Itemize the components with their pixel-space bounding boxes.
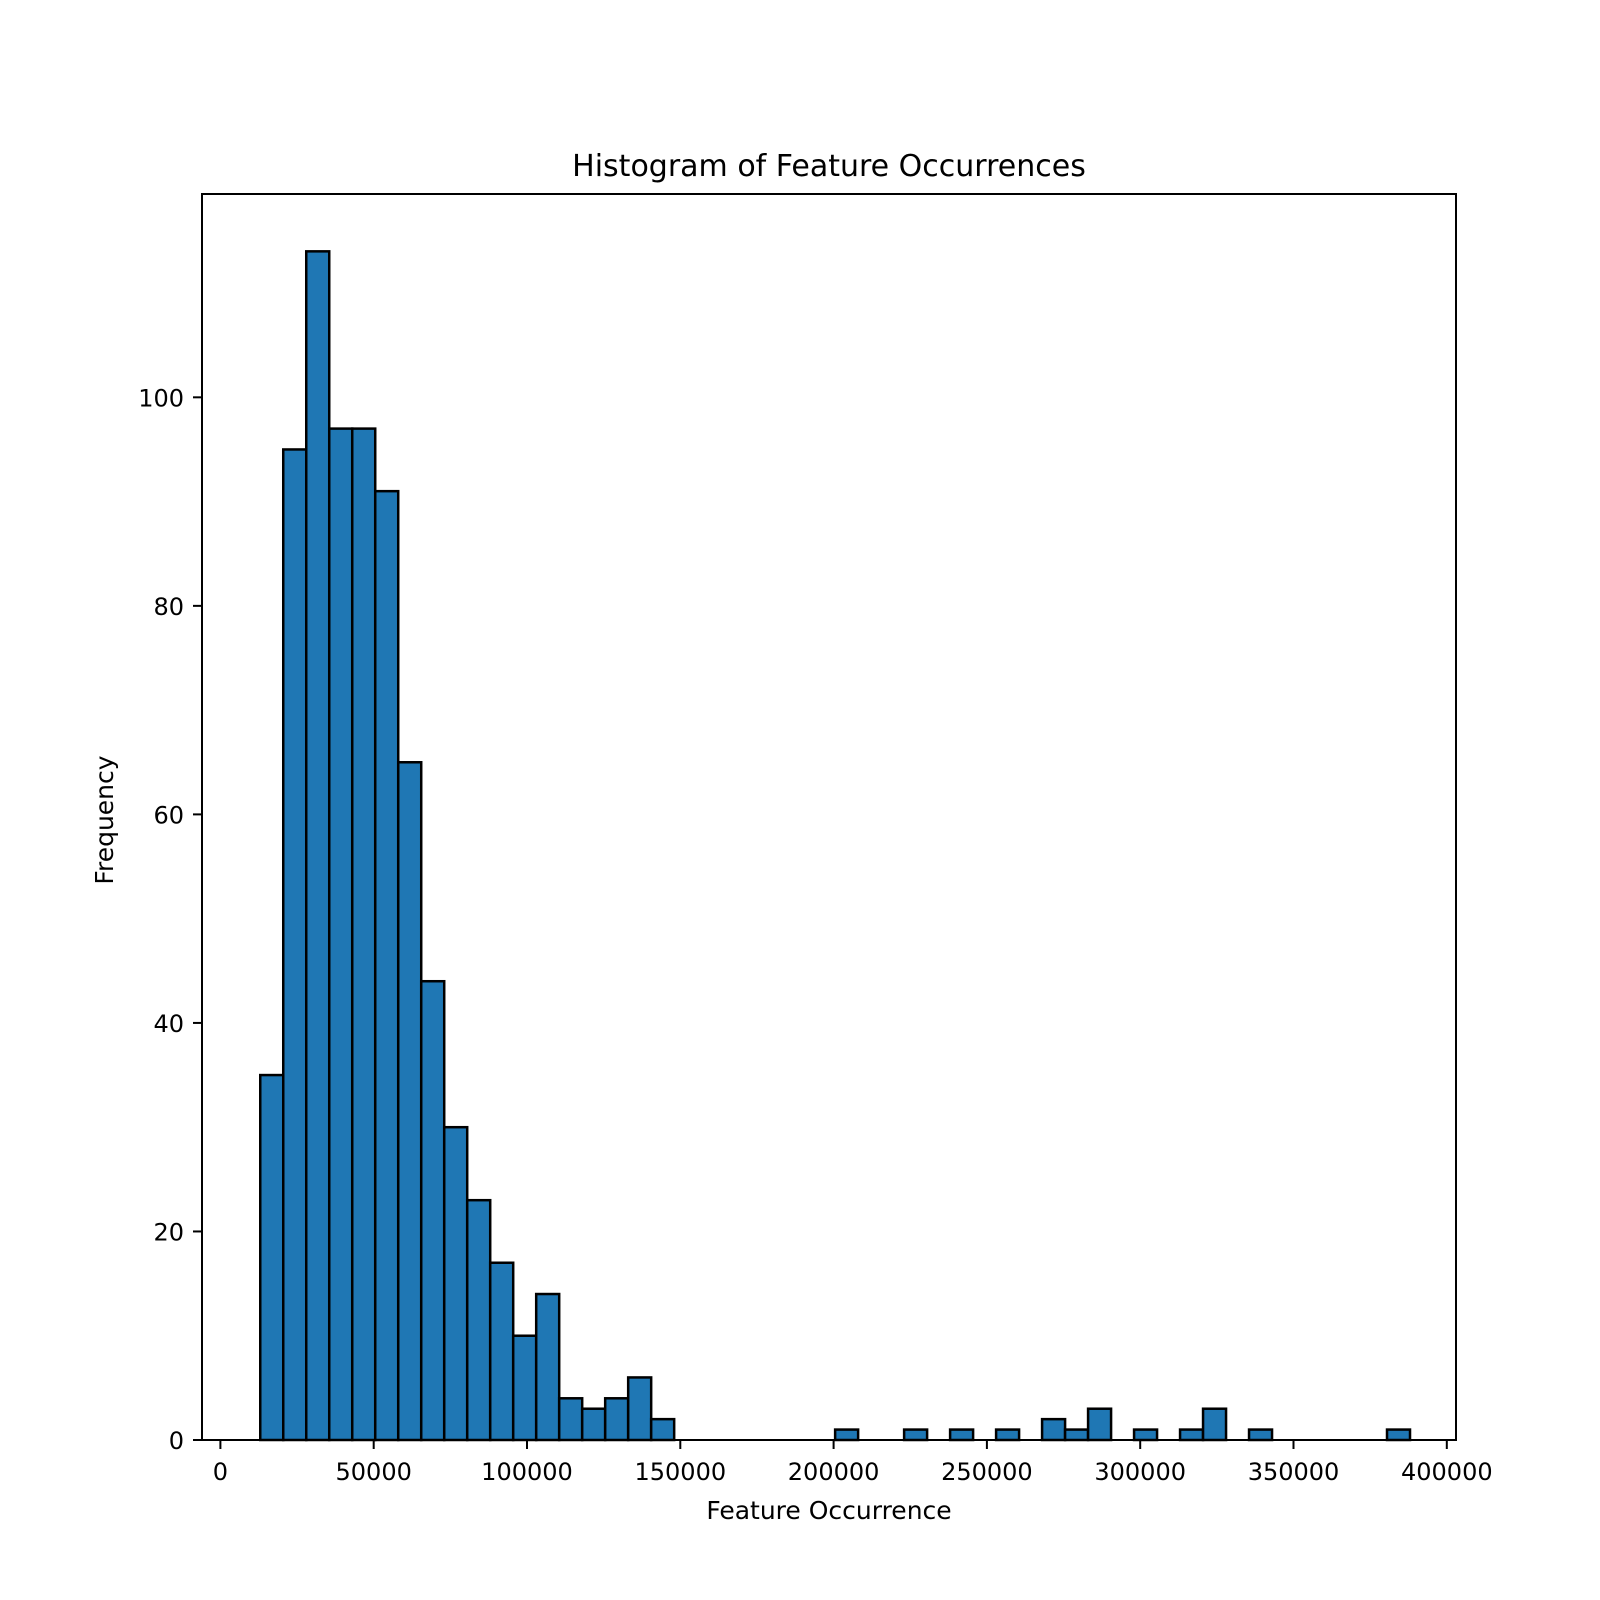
y-tick-label: 0 bbox=[169, 1427, 184, 1455]
histogram-bar bbox=[534, 1292, 561, 1442]
histogram-bar bbox=[442, 1125, 469, 1442]
histogram-bar bbox=[396, 761, 423, 1442]
x-tick-label: 300000 bbox=[1094, 1458, 1186, 1486]
histogram-bar bbox=[1086, 1407, 1113, 1442]
histogram-bar bbox=[511, 1334, 538, 1442]
histogram-bar bbox=[1201, 1407, 1228, 1442]
histogram-bar bbox=[902, 1428, 929, 1442]
histogram-bar bbox=[281, 448, 308, 1442]
histogram-bar bbox=[1385, 1428, 1412, 1442]
chart-title: Histogram of Feature Occurrences bbox=[572, 149, 1086, 184]
histogram-bar bbox=[1040, 1417, 1067, 1442]
histogram-bar bbox=[465, 1198, 492, 1442]
histogram-bar bbox=[304, 250, 331, 1442]
plot-frame bbox=[201, 193, 1457, 1441]
x-tick-label: 250000 bbox=[941, 1458, 1033, 1486]
histogram-bar bbox=[259, 1073, 285, 1442]
x-tick-label: 350000 bbox=[1248, 1458, 1340, 1486]
histogram-bar bbox=[373, 489, 400, 1442]
histogram-bar bbox=[649, 1417, 676, 1442]
histogram-bar bbox=[833, 1428, 860, 1442]
histogram-bar bbox=[948, 1428, 975, 1442]
x-tick-label: 0 bbox=[213, 1458, 228, 1486]
x-tick-label: 100000 bbox=[481, 1458, 573, 1486]
histogram-bar bbox=[1063, 1428, 1090, 1442]
histogram-bar bbox=[350, 427, 377, 1442]
y-tick-label: 100 bbox=[138, 384, 184, 412]
histogram-bar bbox=[327, 427, 354, 1442]
bars-group bbox=[259, 250, 1412, 1442]
histogram-bar bbox=[994, 1428, 1021, 1442]
y-tick-label: 40 bbox=[153, 1010, 184, 1038]
histogram-bar bbox=[557, 1397, 584, 1442]
y-axis-label: Frequency bbox=[90, 755, 119, 884]
histogram-bar bbox=[419, 979, 446, 1442]
x-tick-label: 50000 bbox=[336, 1458, 412, 1486]
y-tick-label: 60 bbox=[153, 801, 184, 829]
histogram-bar bbox=[580, 1407, 607, 1442]
histogram-bar bbox=[1132, 1428, 1159, 1442]
y-axis-ticks: 0 20 40 60 80 100 bbox=[138, 384, 202, 1455]
x-tick-label: 150000 bbox=[634, 1458, 726, 1486]
histogram-bar bbox=[1247, 1428, 1274, 1442]
histogram-bar bbox=[1178, 1428, 1205, 1442]
x-axis-label: Feature Occurrence bbox=[706, 1496, 951, 1525]
histogram-bar bbox=[488, 1261, 515, 1442]
histogram-bar bbox=[626, 1376, 653, 1442]
x-axis-ticks: 0 50000 100000 150000 200000 250000 300000 3500… bbox=[213, 1440, 1493, 1486]
y-tick-label: 80 bbox=[153, 593, 184, 621]
x-tick-label: 400000 bbox=[1401, 1458, 1493, 1486]
x-tick-label: 200000 bbox=[788, 1458, 880, 1486]
histogram-bar bbox=[603, 1397, 630, 1442]
y-tick-label: 20 bbox=[153, 1218, 184, 1246]
